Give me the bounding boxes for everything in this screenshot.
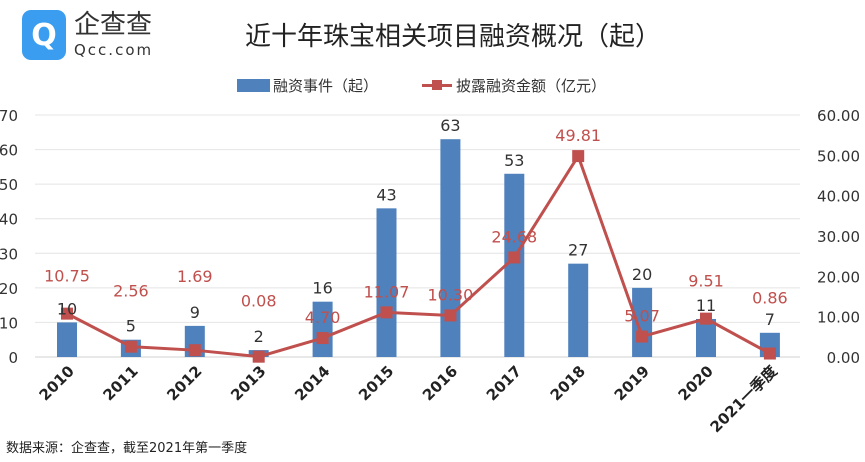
left-tick-label: 0 — [8, 349, 18, 367]
line-data-label: 49.81 — [555, 126, 601, 145]
line-marker — [252, 350, 265, 363]
right-tick-label: 30.00 — [817, 228, 860, 246]
bar-data-label: 43 — [376, 185, 396, 204]
bar — [696, 318, 716, 357]
x-tick-label: 2019 — [611, 362, 653, 404]
legend-line-swatch — [422, 80, 453, 90]
line-data-label: 10.75 — [44, 267, 90, 286]
left-tick-label: 60 — [0, 142, 18, 160]
right-tick-label: 60.00 — [817, 107, 860, 125]
line-marker — [700, 312, 712, 325]
x-tick-label: 2020 — [675, 362, 717, 404]
right-tick-label: 0.00 — [827, 349, 860, 367]
line-data-label: 4.70 — [305, 308, 341, 327]
x-tick-label: 2010 — [36, 362, 78, 404]
right-tick-label: 20.00 — [817, 268, 860, 286]
left-tick-label: 30 — [0, 245, 18, 263]
right-tick-label: 40.00 — [817, 188, 860, 206]
line-data-label: 1.69 — [177, 267, 213, 286]
left-tick-label: 20 — [0, 280, 18, 298]
bar-data-label: 10 — [57, 299, 77, 318]
logo: Q 企查查 Qcc.com — [22, 10, 153, 60]
x-tick-label: 2013 — [227, 362, 269, 404]
line-marker — [763, 347, 776, 360]
line-marker — [572, 150, 585, 163]
line-data-label: 10.30 — [427, 285, 473, 304]
logo-en: Qcc.com — [74, 41, 154, 59]
left-tick-label: 40 — [0, 211, 18, 229]
line-marker — [124, 340, 137, 353]
left-tick-label: 10 — [0, 314, 18, 332]
line-marker — [380, 306, 393, 319]
source-note: 数据来源：企查查，截至2021年第一季度 — [6, 441, 248, 456]
line-data-label: 11.07 — [364, 282, 410, 301]
line-data-label: 9.51 — [688, 272, 724, 291]
line-data-label: 0.86 — [752, 289, 788, 308]
legend-bar-label: 融资事件（起） — [273, 77, 379, 95]
bar — [504, 173, 525, 357]
right-tick-label: 10.00 — [817, 309, 860, 327]
bar — [57, 322, 77, 357]
line-series — [66, 152, 771, 359]
bar-data-label: 53 — [504, 151, 524, 170]
left-tick-label: 70 — [0, 107, 18, 125]
right-tick-label: 50.00 — [817, 147, 860, 165]
bar-data-label: 27 — [568, 241, 588, 260]
qcc-logo-icon: Q — [22, 10, 66, 60]
line-marker — [444, 309, 457, 322]
line-data-label: 5.07 — [624, 307, 660, 326]
bar-data-label: 20 — [632, 265, 652, 284]
bar-data-label: 9 — [190, 303, 200, 322]
x-tick-label: 2015 — [355, 362, 397, 404]
legend-bar-swatch — [237, 79, 270, 92]
x-tick-label: 2014 — [291, 362, 333, 404]
logo-cn: 企查查 — [74, 10, 153, 40]
line-data-label: 2.56 — [113, 282, 149, 301]
line-marker — [316, 332, 329, 345]
x-tick-label: 2018 — [547, 362, 589, 404]
chart-title: 近十年珠宝相关项目融资概况（起） — [245, 22, 662, 52]
bar-data-label: 7 — [765, 310, 775, 329]
x-tick-label: 2021一季度 — [707, 361, 782, 436]
left-tick-label: 50 — [0, 176, 18, 194]
bar — [568, 263, 589, 357]
line-data-label: 0.08 — [241, 292, 277, 311]
x-tick-label: 2011 — [99, 362, 141, 404]
x-tick-label: 2016 — [419, 362, 461, 404]
line-marker — [61, 307, 73, 320]
bar-data-label: 11 — [696, 296, 716, 315]
line-data-label: 24.68 — [491, 227, 537, 246]
line-marker — [636, 330, 649, 343]
x-tick-label: 2012 — [163, 362, 205, 404]
bar-data-label: 63 — [440, 116, 460, 135]
bar-data-label: 2 — [254, 327, 264, 346]
legend: 融资事件（起） 披露融资金额（亿元） — [237, 75, 606, 96]
line-marker — [188, 344, 201, 357]
bar-data-label: 5 — [126, 317, 136, 336]
bar — [440, 139, 461, 357]
line-marker — [508, 251, 521, 264]
bar-data-label: 16 — [312, 279, 332, 298]
x-tick-label: 2017 — [483, 362, 525, 404]
bar — [376, 208, 397, 357]
legend-line-label: 披露融资金额（亿元） — [456, 77, 607, 95]
